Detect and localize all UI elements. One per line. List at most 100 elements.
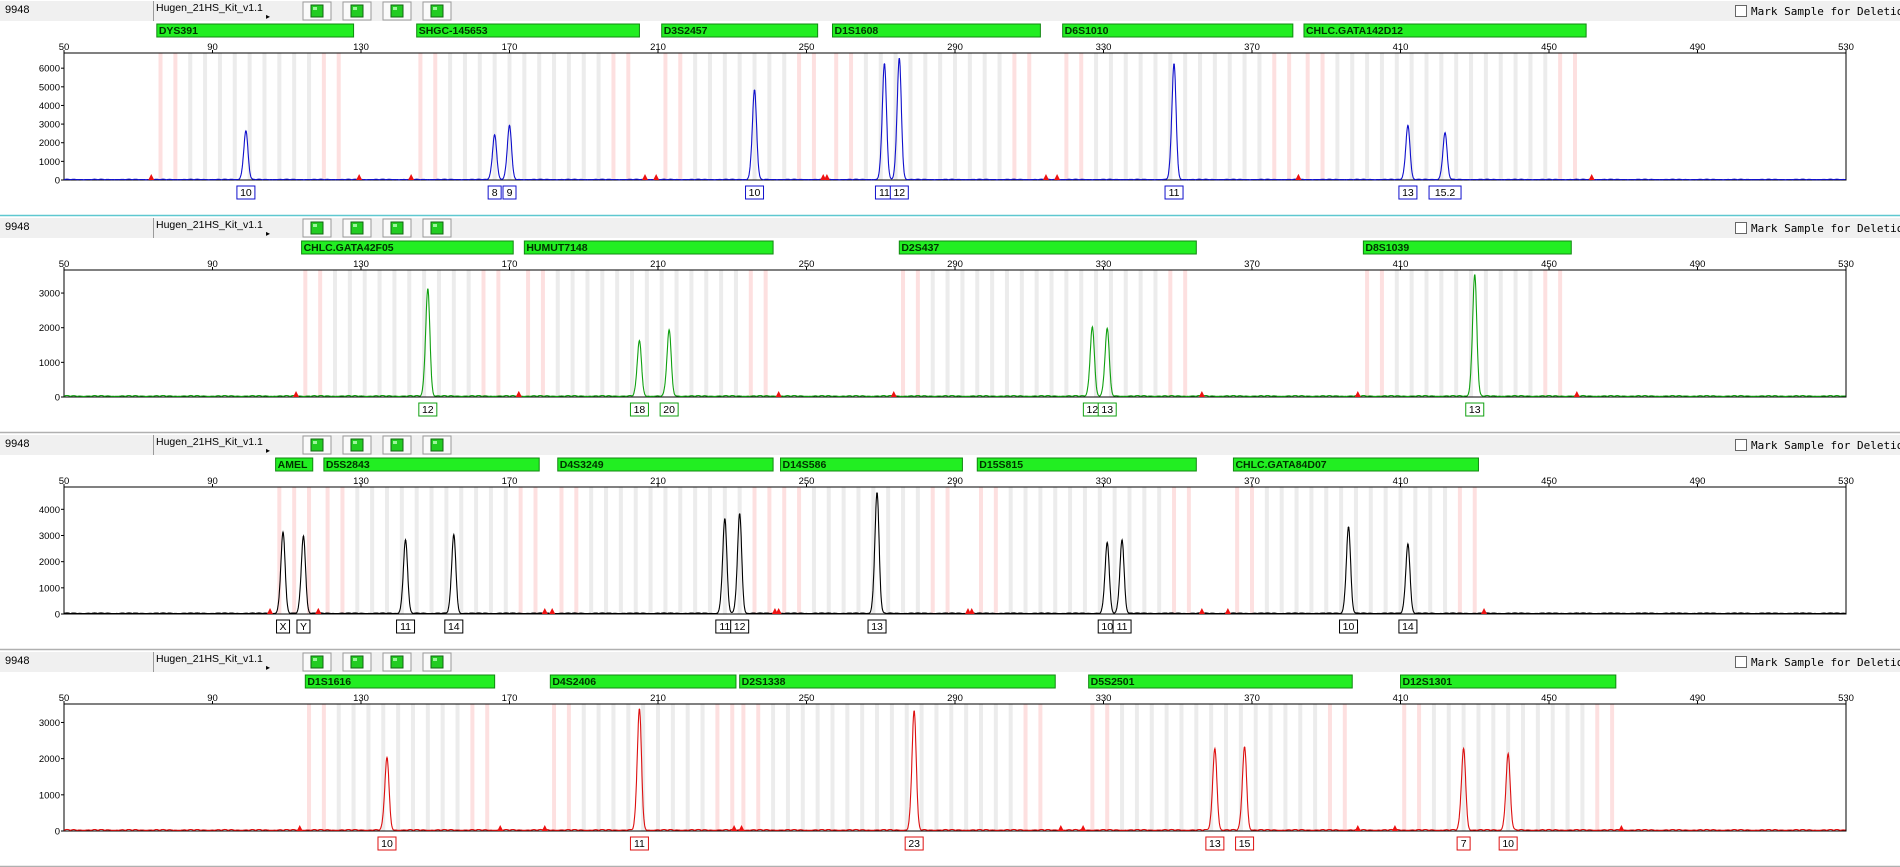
locus-name[interactable]: DYS391 (159, 25, 198, 37)
locus-name[interactable]: CHLC.GATA42F05 (304, 242, 394, 254)
allele-label[interactable]: 13 (1101, 404, 1113, 416)
mark-deletion-checkbox[interactable] (1735, 5, 1747, 17)
locus-name[interactable]: CHLC.GATA142D12 (1306, 25, 1403, 37)
locus-name[interactable]: D8S1039 (1365, 242, 1409, 254)
allele-label[interactable]: 8 (492, 187, 498, 199)
allele-label-box[interactable] (904, 836, 924, 851)
dye-toggle-button-2[interactable] (342, 652, 372, 672)
allele-label[interactable]: 10 (1101, 621, 1113, 633)
locus-name[interactable]: D4S3249 (560, 459, 604, 471)
allele-label-box[interactable] (745, 185, 765, 200)
allele-label[interactable]: 20 (663, 404, 675, 416)
allele-label[interactable]: 11 (1117, 621, 1128, 633)
dye-toggle-button-4[interactable] (422, 435, 452, 455)
locus-name[interactable]: D3S2457 (664, 25, 708, 37)
allele-label[interactable]: Y (300, 621, 307, 633)
allele-label[interactable]: 12 (422, 404, 434, 416)
allele-label-box[interactable] (396, 619, 416, 634)
dye-toggle-button-1[interactable] (302, 652, 332, 672)
allele-label[interactable]: 10 (1502, 838, 1514, 850)
allele-label-box[interactable] (377, 836, 397, 851)
allele-label[interactable]: 14 (448, 621, 460, 633)
allele-label-box[interactable] (1097, 402, 1117, 417)
locus-name[interactable]: D6S1010 (1065, 25, 1109, 37)
allele-label-box[interactable] (1498, 836, 1518, 851)
dye-toggle-button-2[interactable] (342, 218, 372, 238)
allele-label-box[interactable] (889, 185, 909, 200)
allele-label[interactable]: 11 (634, 838, 645, 850)
mark-deletion-checkbox[interactable] (1735, 656, 1747, 668)
dropdown-arrow-icon[interactable]: ▸ (266, 229, 270, 238)
allele-label-box[interactable] (659, 402, 679, 417)
allele-label[interactable]: 13 (1469, 404, 1481, 416)
dye-toggle-button-4[interactable] (422, 218, 452, 238)
allele-label-box[interactable] (1398, 185, 1418, 200)
dye-toggle-button-1[interactable] (302, 218, 332, 238)
allele-label-box[interactable] (1112, 619, 1132, 634)
allele-label-box[interactable] (1465, 402, 1485, 417)
allele-label[interactable]: 7 (1461, 838, 1467, 850)
allele-label[interactable]: 9 (507, 187, 513, 199)
dye-toggle-button-3[interactable] (382, 435, 412, 455)
allele-label[interactable]: 13 (1402, 187, 1414, 199)
allele-label[interactable]: 10 (1343, 621, 1355, 633)
locus-name[interactable]: AMEL (278, 459, 308, 471)
allele-label[interactable]: 15 (1239, 838, 1251, 850)
locus-name[interactable]: D4S2406 (552, 676, 596, 688)
allele-label-box[interactable] (1339, 619, 1359, 634)
allele-label[interactable]: 18 (634, 404, 646, 416)
locus-name[interactable]: CHLC.GATA84D07 (1235, 459, 1326, 471)
allele-label[interactable]: 11 (879, 187, 890, 199)
allele-label-box[interactable] (629, 402, 649, 417)
dropdown-arrow-icon[interactable]: ▸ (266, 663, 270, 672)
allele-label-box[interactable] (418, 402, 438, 417)
allele-label[interactable]: 15.2 (1435, 187, 1456, 199)
allele-label-box[interactable] (730, 619, 750, 634)
allele-label[interactable]: X (280, 621, 287, 633)
allele-label-box[interactable] (296, 619, 311, 634)
locus-name[interactable]: D2S1338 (742, 676, 786, 688)
locus-name[interactable]: D5S2843 (326, 459, 370, 471)
allele-label[interactable]: 12 (734, 621, 746, 633)
locus-name[interactable]: D15S815 (979, 459, 1023, 471)
dropdown-arrow-icon[interactable]: ▸ (266, 446, 270, 455)
dye-toggle-button-2[interactable] (342, 1, 372, 21)
allele-label-box[interactable] (1456, 836, 1471, 851)
locus-name[interactable]: D1S1616 (307, 676, 351, 688)
allele-label[interactable]: 11 (1169, 187, 1180, 199)
allele-label-box[interactable] (1428, 185, 1462, 200)
dye-toggle-button-2[interactable] (342, 435, 372, 455)
allele-label[interactable]: 10 (381, 838, 393, 850)
allele-label[interactable]: 12 (893, 187, 905, 199)
allele-label-box[interactable] (629, 836, 649, 851)
locus-name[interactable]: D12S1301 (1403, 676, 1453, 688)
mark-deletion-checkbox[interactable] (1735, 222, 1747, 234)
dye-toggle-button-3[interactable] (382, 652, 412, 672)
dye-toggle-button-1[interactable] (302, 1, 332, 21)
locus-name[interactable]: D5S2501 (1091, 676, 1135, 688)
allele-label[interactable]: 11 (719, 621, 730, 633)
allele-label-box[interactable] (1398, 619, 1418, 634)
allele-label[interactable]: 13 (871, 621, 883, 633)
dye-toggle-button-1[interactable] (302, 435, 332, 455)
locus-name[interactable]: D2S437 (901, 242, 939, 254)
dropdown-arrow-icon[interactable]: ▸ (266, 12, 270, 21)
allele-label[interactable]: 10 (240, 187, 252, 199)
allele-label-box[interactable] (1205, 836, 1225, 851)
allele-label-box[interactable] (444, 619, 464, 634)
locus-name[interactable]: D1S1608 (834, 25, 878, 37)
allele-label[interactable]: 14 (1402, 621, 1414, 633)
dye-toggle-button-3[interactable] (382, 1, 412, 21)
locus-name[interactable]: HUMUT7148 (526, 242, 587, 254)
allele-label[interactable]: 12 (1087, 404, 1099, 416)
allele-label-box[interactable] (276, 619, 291, 634)
allele-label-box[interactable] (487, 185, 502, 200)
allele-label-box[interactable] (867, 619, 887, 634)
allele-label[interactable]: 13 (1209, 838, 1221, 850)
dye-toggle-button-4[interactable] (422, 1, 452, 21)
dye-toggle-button-3[interactable] (382, 218, 412, 238)
allele-label-box[interactable] (502, 185, 517, 200)
locus-name[interactable]: SHGC-145653 (419, 25, 488, 37)
allele-label[interactable]: 11 (400, 621, 411, 633)
allele-label[interactable]: 10 (749, 187, 761, 199)
